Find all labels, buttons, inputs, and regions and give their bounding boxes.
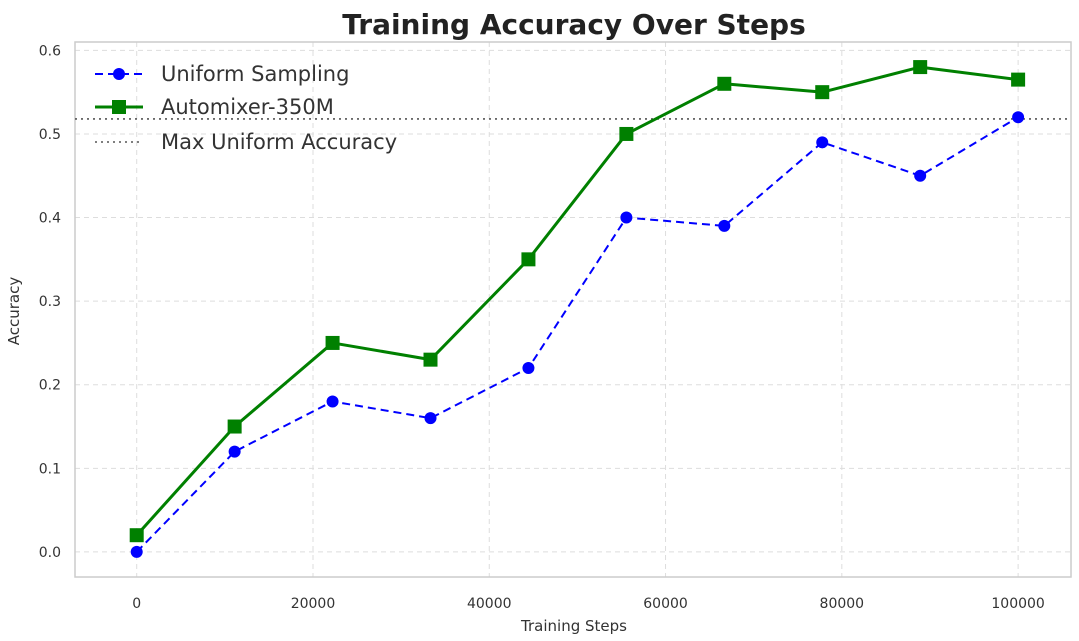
x-tick-label: 40000 — [467, 596, 512, 612]
x-tick-label: 0 — [132, 596, 141, 612]
data-point — [718, 219, 731, 232]
y-tick-label: 0.3 — [39, 294, 61, 310]
data-point — [130, 545, 143, 558]
legend-marker — [112, 100, 126, 114]
y-tick-label: 0.1 — [39, 461, 61, 477]
series-0 — [130, 111, 1025, 558]
x-tick-label: 20000 — [291, 596, 336, 612]
legend-entry-2: Max Uniform Accuracy — [95, 130, 397, 154]
legend-marker — [113, 68, 125, 80]
data-point — [424, 412, 437, 425]
data-point — [619, 126, 634, 141]
legend-label: Max Uniform Accuracy — [161, 130, 397, 154]
legend-entry-0: Uniform Sampling — [95, 62, 349, 86]
series-1 — [129, 60, 1026, 543]
legend-label: Uniform Sampling — [161, 62, 349, 86]
legend-entry-1: Automixer-350M — [95, 95, 334, 119]
data-point — [815, 85, 830, 100]
chart-title: Training Accuracy Over Steps — [342, 8, 806, 41]
data-point — [816, 136, 829, 149]
axis-ticks: 0 20000 40000 60000 80000 100000 0.0 0.1 0.2 0.3 0… — [39, 43, 1045, 612]
data-point — [325, 335, 340, 350]
data-point — [423, 352, 438, 367]
data-point — [913, 60, 928, 75]
data-point — [1011, 72, 1026, 87]
y-tick-label: 0.5 — [39, 127, 61, 143]
series-line — [135, 65, 1019, 537]
y-tick-label: 0.0 — [39, 545, 61, 561]
data-point — [1012, 111, 1025, 124]
grid — [75, 42, 1071, 577]
data-point — [129, 528, 144, 543]
legend-label: Automixer-350M — [161, 95, 334, 119]
plot-frame — [74, 41, 1072, 578]
x-tick-label: 100000 — [991, 596, 1044, 612]
data-point — [717, 76, 732, 91]
x-axis-label: Training Steps — [520, 617, 627, 635]
data-point — [326, 395, 339, 408]
y-tick-label: 0.6 — [39, 43, 61, 59]
legend: Uniform Sampling Automixer-350M Max Unifor… — [95, 62, 397, 154]
y-axis-label: Accuracy — [5, 277, 23, 346]
data-point — [521, 252, 536, 267]
y-tick-label: 0.4 — [39, 211, 61, 227]
data-point — [228, 445, 241, 458]
x-tick-label: 60000 — [643, 596, 688, 612]
data-point — [522, 362, 535, 375]
series — [129, 60, 1026, 558]
series-line — [135, 116, 1019, 553]
x-tick-label: 80000 — [820, 596, 865, 612]
data-point — [914, 169, 927, 182]
data-point — [227, 419, 242, 434]
data-point — [620, 211, 633, 224]
y-tick-label: 0.2 — [39, 378, 61, 394]
